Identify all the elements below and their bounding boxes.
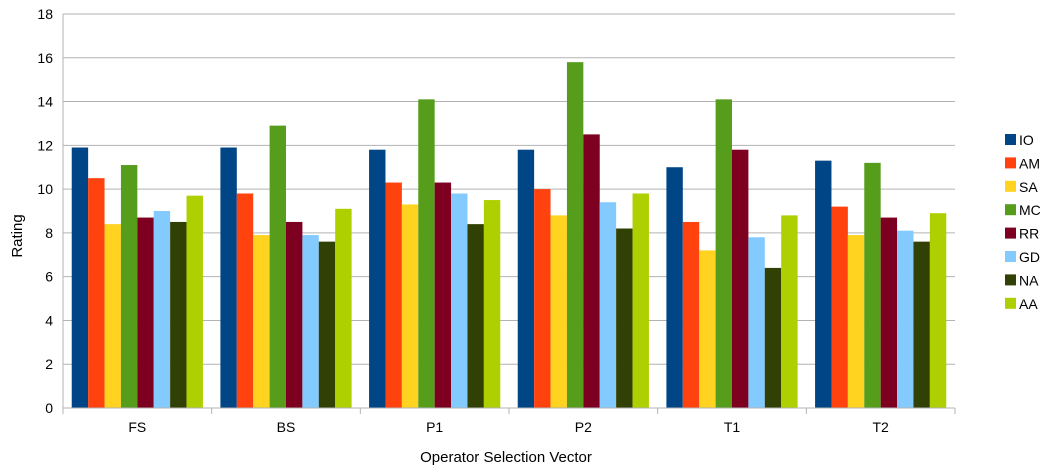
legend-swatch-rr [1005, 227, 1016, 239]
bar-sa-t1 [699, 250, 716, 408]
y-tick-label: 16 [37, 50, 53, 66]
bar-na-bs [318, 241, 336, 408]
bar-gd-t1 [748, 237, 765, 408]
bar-mc-t2 [864, 162, 881, 408]
bar-rr-fs [137, 217, 154, 408]
legend-swatch-mc [1005, 204, 1016, 216]
legend-swatch-aa [1005, 297, 1016, 309]
x-tick-label: P2 [575, 419, 592, 435]
bar-rr-p1 [434, 182, 452, 408]
bar-mc-bs [269, 125, 286, 408]
y-axis-label: Rating [9, 214, 26, 257]
bar-rr-t2 [880, 217, 898, 408]
bar-sa-bs [253, 235, 270, 408]
bar-na-t2 [913, 241, 930, 408]
bar-aa-fs [186, 195, 203, 408]
x-tick-label: BS [277, 419, 296, 435]
bar-io-t2 [815, 160, 832, 408]
y-tick-label: 2 [45, 356, 53, 372]
bars [71, 62, 947, 409]
bar-mc-t1 [715, 99, 732, 408]
legend-label-rr: RR [1019, 226, 1039, 242]
legend-label-gd: GD [1019, 249, 1040, 265]
bar-sa-t2 [847, 235, 865, 408]
legend-label-aa: AA [1019, 296, 1038, 312]
y-tick-label: 14 [37, 94, 53, 110]
y-tick-label: 6 [45, 269, 53, 285]
legend-label-na: NA [1019, 272, 1039, 288]
x-tick-labels: FS BS P1 P2 T1 T2 [128, 419, 889, 435]
bar-gd-bs [302, 235, 319, 408]
y-tick-label: 0 [45, 400, 53, 416]
bar-io-t1 [666, 167, 683, 408]
legend-label-sa: SA [1019, 179, 1038, 195]
bar-sa-p2 [550, 215, 567, 408]
y-tick-label: 18 [37, 6, 53, 22]
y-tick-label: 10 [37, 181, 53, 197]
bar-rr-t1 [732, 149, 749, 408]
bar-aa-bs [335, 208, 352, 408]
bar-am-t2 [831, 206, 848, 408]
legend-swatch-na [1005, 274, 1016, 286]
bar-am-fs [88, 178, 105, 408]
bar-am-bs [236, 193, 254, 408]
y-tick-label: 4 [45, 312, 53, 328]
bar-na-p1 [467, 224, 484, 408]
bar-na-t1 [764, 267, 782, 408]
legend-swatch-gd [1005, 251, 1016, 262]
x-tick-label: FS [128, 419, 146, 435]
legend-label-am: AM [1019, 155, 1040, 171]
legend-label-io: IO [1019, 132, 1034, 148]
bar-io-fs [71, 147, 89, 408]
x-tick-label: P1 [426, 419, 443, 435]
legend-swatch-am [1005, 157, 1016, 169]
bar-sa-fs [104, 224, 121, 408]
legend-label-mc: MC [1019, 202, 1041, 218]
bar-rr-p2 [583, 134, 600, 408]
bar-gd-t2 [897, 230, 914, 408]
bar-io-p1 [369, 149, 386, 408]
x-tick-label: T1 [724, 419, 741, 435]
bar-sa-p1 [401, 204, 419, 408]
bar-mc-p2 [566, 62, 584, 409]
bar-mc-fs [120, 165, 138, 408]
bar-io-bs [220, 147, 237, 408]
bar-io-p2 [517, 149, 535, 408]
bar-aa-p2 [632, 193, 649, 408]
legend-swatch-io [1005, 134, 1016, 145]
x-axis-label: Operator Selection Vector [420, 449, 592, 466]
bar-am-p2 [534, 189, 551, 408]
axes [62, 14, 956, 414]
y-tick-label: 12 [37, 137, 53, 153]
bar-gd-fs [153, 211, 171, 408]
gridlines [63, 13, 955, 409]
bar-gd-p1 [451, 193, 468, 408]
bar-aa-p1 [483, 200, 501, 408]
y-tick-label: 8 [45, 225, 53, 241]
bar-gd-p2 [599, 202, 617, 408]
bar-mc-p1 [418, 99, 435, 408]
x-tick-label: T2 [872, 419, 889, 435]
bar-am-p1 [385, 182, 402, 408]
legend: IO AM SA MC RR GD NA AA [1005, 132, 1041, 312]
bar-na-fs [170, 221, 187, 408]
y-tick-labels: 0 2 4 6 8 10 12 14 16 18 [37, 6, 53, 416]
bar-rr-bs [286, 221, 303, 408]
bar-am-t1 [682, 221, 700, 408]
bar-aa-t2 [929, 213, 947, 408]
bar-na-p2 [616, 228, 633, 408]
bar-aa-t1 [781, 215, 798, 408]
legend-swatch-sa [1005, 180, 1016, 192]
